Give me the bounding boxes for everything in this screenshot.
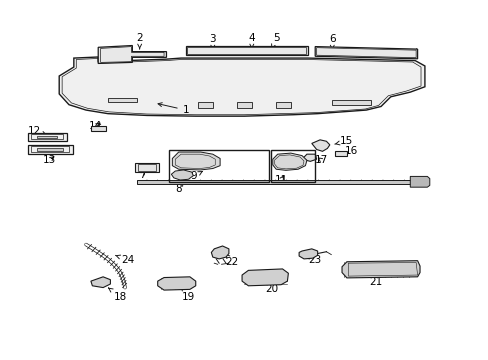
Polygon shape — [409, 176, 429, 187]
Polygon shape — [98, 45, 166, 63]
Polygon shape — [158, 277, 195, 290]
Text: 17: 17 — [314, 155, 327, 165]
Polygon shape — [27, 145, 73, 154]
Text: 5: 5 — [271, 33, 279, 49]
Polygon shape — [108, 98, 137, 102]
Text: 14: 14 — [89, 121, 102, 131]
Polygon shape — [91, 126, 105, 131]
Text: 18: 18 — [108, 288, 126, 302]
Bar — [168, 149, 268, 182]
Text: 20: 20 — [264, 279, 277, 294]
Polygon shape — [242, 269, 288, 286]
Text: 21: 21 — [369, 272, 382, 287]
Polygon shape — [211, 246, 228, 259]
Polygon shape — [311, 140, 329, 151]
Text: 7: 7 — [139, 170, 145, 180]
Text: 22: 22 — [225, 254, 239, 267]
Polygon shape — [331, 100, 370, 105]
Polygon shape — [334, 151, 346, 156]
Text: 10: 10 — [186, 158, 205, 168]
Text: 15: 15 — [334, 136, 353, 146]
Text: 6: 6 — [328, 35, 335, 50]
Polygon shape — [37, 148, 63, 150]
Polygon shape — [135, 163, 159, 172]
Text: 16: 16 — [339, 146, 358, 156]
Polygon shape — [185, 45, 307, 55]
Text: 12: 12 — [28, 126, 47, 135]
Text: 4: 4 — [248, 33, 255, 49]
Polygon shape — [91, 277, 110, 288]
Bar — [271, 149, 315, 182]
Text: 24: 24 — [115, 255, 134, 265]
Polygon shape — [341, 261, 419, 278]
Text: 2: 2 — [136, 33, 142, 49]
Text: 3: 3 — [209, 35, 216, 50]
Polygon shape — [171, 170, 193, 180]
Text: 23: 23 — [305, 255, 321, 265]
Polygon shape — [137, 180, 414, 184]
Text: 19: 19 — [181, 286, 195, 302]
Polygon shape — [315, 46, 417, 59]
Polygon shape — [272, 153, 306, 170]
Text: 11: 11 — [274, 175, 287, 185]
Text: 9: 9 — [190, 171, 202, 181]
Text: 13: 13 — [43, 155, 56, 165]
Polygon shape — [27, 133, 66, 140]
Text: 8: 8 — [175, 181, 183, 194]
Polygon shape — [237, 102, 251, 108]
Polygon shape — [172, 152, 220, 170]
Polygon shape — [59, 57, 424, 116]
Text: 1: 1 — [158, 103, 189, 115]
Polygon shape — [302, 154, 316, 161]
Polygon shape — [37, 135, 57, 138]
Polygon shape — [299, 249, 317, 259]
Polygon shape — [198, 102, 212, 108]
Polygon shape — [276, 102, 290, 108]
